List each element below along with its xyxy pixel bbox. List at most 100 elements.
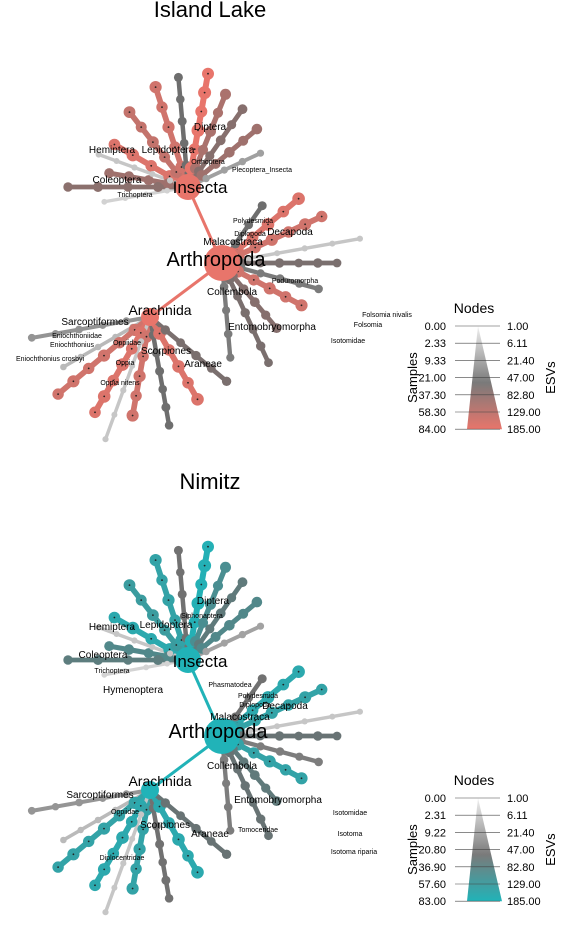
tree-node: [113, 631, 120, 637]
legend-esvs-value: 185.00: [507, 896, 541, 908]
tree-node: [99, 321, 107, 329]
tree-node: [264, 358, 273, 368]
node-marker: [163, 629, 166, 631]
tree-node: [251, 123, 263, 135]
tree-node: [173, 545, 183, 555]
tree-node: [164, 421, 174, 430]
tree-node: [227, 593, 237, 603]
tree-node: [329, 240, 336, 247]
tree-node: [240, 781, 250, 791]
legend-esvs-value: 185.00: [507, 424, 541, 436]
tree-node: [256, 742, 265, 751]
node-marker: [168, 822, 170, 824]
tree-node: [152, 348, 161, 358]
node-marker: [154, 559, 157, 561]
tree-node: [221, 849, 232, 859]
node-marker: [94, 884, 96, 887]
tree-node: [244, 220, 254, 230]
tree-node: [149, 171, 156, 177]
tree-node: [131, 637, 138, 644]
panel-title: Island Lake: [154, 0, 267, 22]
taxon-label-hymenoptera: Hymenoptera: [103, 685, 163, 696]
tree-node: [77, 826, 84, 834]
taxon-label-araneae: Araneae: [184, 359, 222, 370]
tree-node: [138, 338, 145, 345]
node-marker: [139, 805, 142, 807]
legend-right-axis: ESVs: [543, 833, 558, 866]
tree-node: [164, 187, 171, 194]
tree-node: [314, 284, 323, 294]
legend-title: Nodes: [454, 772, 494, 788]
tree-node: [224, 147, 235, 158]
heat-tree-nimitz: Nimitz Arthropoda Insecta Arachnida Diptera…: [27, 469, 558, 916]
tree-node: [223, 802, 233, 812]
tree-node: [206, 837, 216, 846]
node-marker: [130, 347, 133, 350]
taxon-label-araneae: Araneae: [191, 829, 229, 840]
taxon-label-trichoptera: Trichoptera: [94, 668, 129, 675]
tree-node: [230, 712, 240, 722]
tree-node: [122, 668, 129, 674]
taxon-label-diplopoda: Diplopoda: [239, 702, 271, 709]
node-marker: [197, 129, 199, 132]
node-marker: [187, 854, 189, 857]
node-marker: [268, 287, 271, 290]
tree-node: [191, 350, 201, 361]
taxon-label-entomobryomorpha: Entomobryomorpha: [234, 795, 322, 806]
tree-node: [111, 884, 118, 891]
node-marker: [300, 304, 303, 307]
legend-esvs-value: 21.40: [507, 827, 535, 839]
tree-node: [275, 274, 285, 283]
tree-node: [237, 104, 248, 115]
node-marker: [196, 871, 199, 874]
node-marker: [200, 110, 203, 113]
node-marker: [94, 411, 96, 414]
tree-node: [301, 245, 308, 252]
tree-edge: [220, 709, 362, 738]
tree-node: [239, 284, 249, 294]
tree-node: [153, 182, 163, 192]
tree-node: [220, 166, 228, 174]
tree-node: [77, 353, 84, 361]
tree-node: [143, 648, 154, 659]
legend-esvs-value: 6.11: [507, 810, 528, 822]
tree-node: [99, 794, 107, 802]
legend-samples-value: 21.00: [418, 373, 446, 385]
tree-node: [205, 151, 215, 161]
tree-node: [113, 158, 120, 164]
taxon-labels: Arthropoda Insecta Arachnida Diptera Siphona…: [66, 596, 377, 862]
tree-node: [94, 816, 102, 824]
node-marker: [118, 814, 121, 817]
legend-nimitz: Nodes 0.00 1.00 2.31 6.11 9.22 21.40 20.80 47.00…: [405, 772, 558, 908]
tree-node: [226, 826, 235, 835]
tree-node: [167, 177, 174, 184]
node-marker: [320, 688, 323, 691]
tree-node: [101, 671, 108, 678]
node-marker: [140, 599, 143, 601]
tree-node: [155, 366, 165, 376]
tree-node: [205, 624, 215, 634]
node-marker: [287, 704, 290, 706]
tree-edge: [29, 787, 153, 813]
node-marker: [138, 375, 141, 377]
tree-node: [176, 95, 185, 104]
taxon-label-folsomia: Folsomia: [354, 322, 383, 329]
legend-esvs-value: 129.00: [507, 879, 541, 891]
node-marker: [284, 768, 287, 771]
tree-node: [161, 875, 171, 885]
node-marker: [152, 141, 154, 144]
taxon-label-eniochthonius-crosbyi: Eniochthonius crosbyi: [16, 356, 85, 363]
tree-node: [122, 317, 131, 326]
tree-node: [294, 731, 304, 741]
node-marker: [168, 349, 170, 351]
tree-node: [177, 589, 187, 599]
taxon-label-collembola: Collembola: [207, 287, 257, 298]
tree-node-insecta: [175, 647, 201, 673]
tree-node: [153, 655, 163, 665]
legend-left-axis: Samples: [405, 352, 420, 403]
tree-node: [222, 306, 231, 315]
legend-samples-value: 9.33: [425, 355, 446, 367]
tree-node: [122, 790, 131, 799]
tree-node: [238, 630, 247, 639]
tree-node: [158, 857, 167, 867]
